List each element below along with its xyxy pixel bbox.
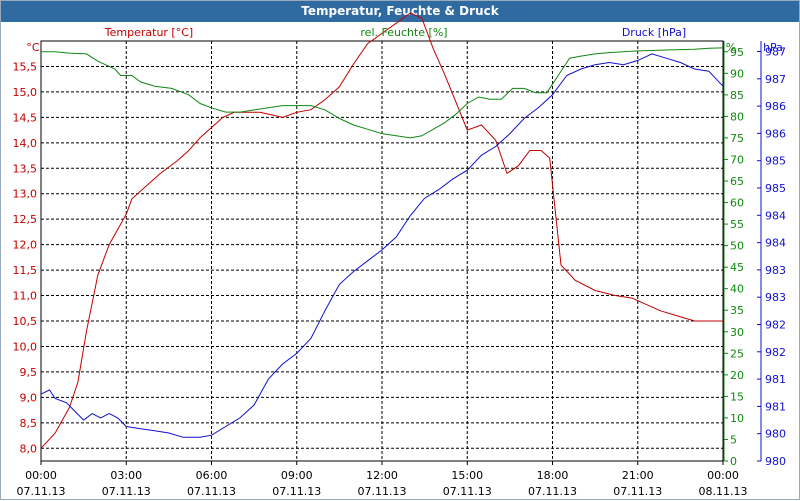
temperature-tick-label: 9,0 [20, 391, 38, 404]
temperature-tick-label: 12,0 [13, 239, 38, 252]
pressure-tick-label: 980 [765, 428, 786, 441]
pressure-tick-label: 985 [765, 155, 786, 168]
x-tick-date: 07.11.13 [613, 485, 662, 498]
x-tick-date: 07.11.13 [17, 485, 66, 498]
temperature-tick-label: 12,5 [13, 213, 38, 226]
x-tick-date: 07.11.13 [187, 485, 236, 498]
pressure-series-line [40, 53, 724, 438]
humidity-tick-label: 95 [730, 46, 744, 59]
temperature-tick-label: 14,0 [13, 137, 38, 150]
humidity-tick-label: 60 [730, 197, 744, 210]
x-tick-time: 21:00 [622, 469, 654, 482]
pressure-tick-label: 983 [765, 291, 786, 304]
x-tick-time: 00:00 [707, 469, 739, 482]
x-tick-date: 07.11.13 [272, 485, 321, 498]
humidity-tick-label: 55 [730, 218, 744, 231]
temperature-tick-label: 13,5 [13, 162, 38, 175]
pressure-tick-label: 980 [765, 455, 786, 468]
temperature-tick-label: 9,5 [20, 366, 38, 379]
temperature-unit-label: °C [26, 41, 40, 54]
temperature-tick-label: 11,0 [13, 290, 38, 303]
temperature-tick-label: 13,0 [13, 188, 38, 201]
humidity-tick-label: 80 [730, 110, 744, 123]
pressure-tick-label: 986 [765, 100, 786, 113]
humidity-tick-label: 40 [730, 283, 744, 296]
pressure-tick-label: 981 [765, 400, 786, 413]
humidity-tick-label: 70 [730, 153, 744, 166]
x-tick-time: 03:00 [110, 469, 142, 482]
humidity-tick-label: 30 [730, 326, 744, 339]
x-tick-time: 18:00 [537, 469, 569, 482]
humidity-series-line [41, 47, 724, 139]
humidity-tick-label: 65 [730, 175, 744, 188]
temperature-tick-label: 14,5 [13, 111, 38, 124]
x-tick-date: 07.11.13 [443, 485, 492, 498]
x-tick-date: 07.11.13 [528, 485, 577, 498]
humidity-tick-label: 25 [730, 347, 744, 360]
pressure-tick-label: 985 [765, 182, 786, 195]
humidity-tick-label: 15 [730, 390, 744, 403]
temperature-series-line [40, 12, 723, 449]
x-tick-time: 09:00 [281, 469, 313, 482]
pressure-tick-label: 987 [765, 46, 786, 59]
temperature-tick-label: 8,5 [20, 417, 38, 430]
window-title: Temperatur, Feuchte & Druck [1, 1, 799, 22]
humidity-tick-label: 50 [730, 240, 744, 253]
humidity-tick-label: 85 [730, 89, 744, 102]
temperature-tick-label: 11,5 [13, 264, 38, 277]
x-tick-date: 08.11.13 [699, 485, 748, 498]
humidity-tick-label: 5 [730, 433, 737, 446]
temperature-tick-label: 15,5 [13, 60, 38, 73]
x-tick-date: 07.11.13 [102, 485, 151, 498]
pressure-tick-label: 987 [765, 73, 786, 86]
pressure-unit-label: hPa [763, 41, 783, 54]
humidity-unit-label: % [726, 41, 736, 54]
pressure-tick-label: 981 [765, 373, 786, 386]
humidity-tick-label: 35 [730, 304, 744, 317]
temperature-tick-label: 8,0 [20, 442, 38, 455]
humidity-axis-title: rel. Feuchte [%] [360, 26, 447, 39]
pressure-axis-title: Druck [hPa] [622, 26, 686, 39]
pressure-tick-label: 986 [765, 127, 786, 140]
x-tick-date: 07.11.13 [358, 485, 407, 498]
humidity-tick-label: 90 [730, 67, 744, 80]
pressure-tick-label: 984 [765, 209, 786, 222]
humidity-tick-label: 75 [730, 132, 744, 145]
temperature-tick-label: 15,0 [13, 86, 38, 99]
pressure-tick-label: 984 [765, 237, 786, 250]
pressure-tick-label: 982 [765, 319, 786, 332]
temperature-axis-title: Temperatur [°C] [104, 26, 193, 39]
pressure-tick-label: 982 [765, 346, 786, 359]
temperature-tick-label: 10,0 [13, 340, 38, 353]
humidity-tick-label: 45 [730, 261, 744, 274]
x-tick-time: 12:00 [366, 469, 398, 482]
humidity-tick-label: 10 [730, 412, 744, 425]
x-tick-time: 00:00 [25, 469, 57, 482]
x-tick-time: 15:00 [451, 469, 483, 482]
x-tick-time: 06:00 [196, 469, 228, 482]
pressure-tick-label: 983 [765, 264, 786, 277]
humidity-tick-label: 0 [730, 455, 737, 468]
temperature-tick-label: 10,5 [13, 315, 38, 328]
humidity-tick-label: 20 [730, 369, 744, 382]
